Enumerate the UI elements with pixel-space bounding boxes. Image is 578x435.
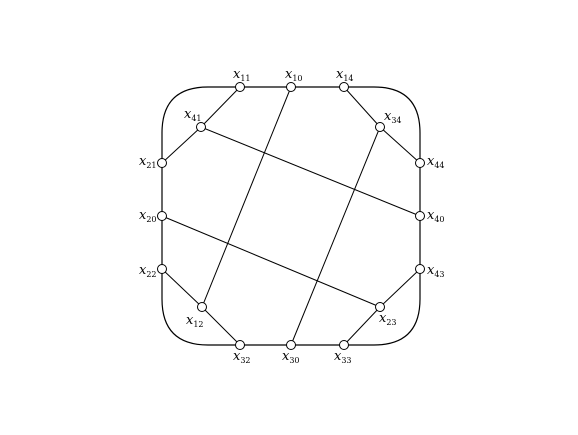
edge-x22-x12 [161, 268, 203, 308]
edge-x43-x23 [379, 268, 421, 308]
edge-x14-x34 [343, 86, 381, 128]
node-label-x33: x33 [334, 349, 352, 365]
node-label-x43: x43 [427, 263, 445, 279]
edge-x23-x33 [343, 306, 381, 346]
node-label-x11: x11 [233, 67, 251, 83]
node-x21 [157, 158, 167, 168]
node-label-x14: x14 [336, 67, 354, 83]
edges [161, 86, 421, 346]
nodes [157, 82, 425, 350]
node-x11 [235, 82, 245, 92]
node-x32 [235, 340, 245, 350]
node-x40 [415, 211, 425, 221]
node-x34 [375, 122, 385, 132]
edge-x11-x41 [200, 86, 241, 128]
node-label-x30: x30 [282, 349, 300, 365]
node-label-x44: x44 [427, 154, 445, 170]
node-label-x22: x22 [139, 263, 157, 279]
edge-x41-x40 [200, 126, 421, 217]
node-label-x12: x12 [186, 313, 204, 329]
rounded-square-frame [161, 86, 421, 346]
node-label-x10: x10 [285, 67, 303, 83]
edge-x34-x44 [379, 126, 421, 164]
node-label-x23: x23 [379, 311, 397, 327]
node-labels: x11 x10 x14 x41 x34 x21 x44 x20 x40 x22 x43 x12 x23 x… [139, 67, 445, 365]
node-x10 [286, 82, 296, 92]
node-label-x41: x41 [184, 107, 202, 123]
node-label-x32: x32 [233, 349, 251, 365]
node-label-x21: x21 [139, 154, 157, 170]
node-x22 [157, 264, 167, 274]
node-x43 [415, 264, 425, 274]
edge-x20-x23 [161, 215, 381, 308]
node-x30 [286, 340, 296, 350]
edge-x34-x30 [290, 126, 381, 346]
node-label-x20: x20 [139, 208, 157, 224]
node-x33 [339, 340, 349, 350]
node-label-x40: x40 [427, 208, 445, 224]
node-x14 [339, 82, 349, 92]
edge-x10-x12 [201, 86, 292, 308]
edge-x41-x21 [161, 126, 202, 164]
node-x41 [196, 122, 206, 132]
node-x23 [375, 302, 385, 312]
node-label-x34: x34 [384, 109, 402, 125]
node-x44 [415, 158, 425, 168]
edge-x12-x32 [201, 306, 241, 346]
node-x20 [157, 211, 167, 221]
node-x12 [197, 302, 207, 312]
